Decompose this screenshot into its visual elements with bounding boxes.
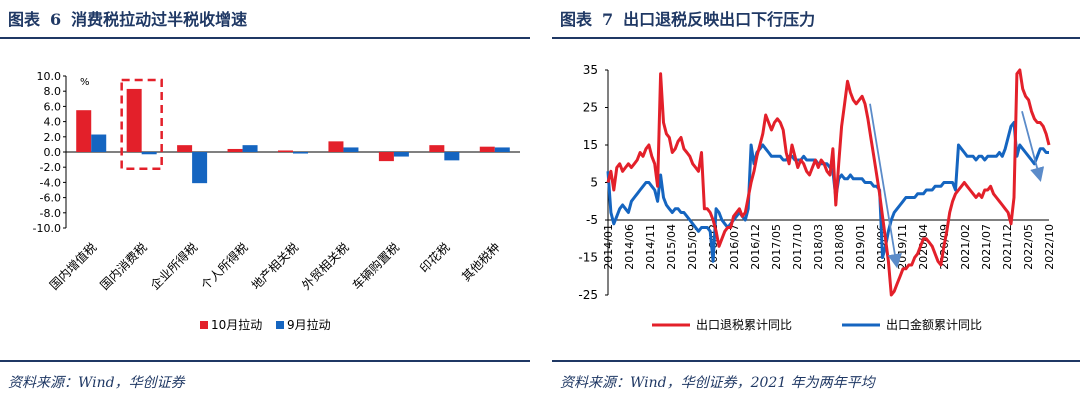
right-title-number: 7	[602, 10, 614, 29]
right-title-divider	[552, 37, 1080, 39]
x-tick-label: 2015/04	[665, 224, 678, 270]
y-tick-label: -4.0	[40, 176, 61, 189]
left-title-divider	[0, 37, 530, 39]
y-tick-label: -8.0	[40, 207, 61, 220]
bar-sep	[444, 152, 460, 161]
right-title-text: 出口退税反映出口下行压力	[623, 10, 816, 29]
line-chart: 35 25 15 5 -5 -15 -25 2014/01 2014/06 2014/11 2015…	[578, 63, 1056, 332]
legend-label: 9月拉动	[287, 317, 331, 332]
bar-sep	[393, 152, 409, 157]
y-tick-label: 5	[590, 176, 598, 190]
right-title-prefix: 图表	[560, 10, 593, 29]
x-tick-label: 2019/01	[854, 224, 867, 270]
right-chart-title: 图表 7 出口退税反映出口下行压力	[560, 6, 825, 30]
category-label: 其他税种	[459, 240, 503, 284]
x-tick-label: 2017/05	[770, 224, 783, 270]
category-label: 外贸相关税	[299, 240, 351, 292]
category-label: 国内消费税	[97, 240, 149, 292]
trend-arrow-2019	[869, 103, 902, 269]
x-tick-label: 2014/11	[644, 224, 657, 270]
bar-oct	[227, 148, 243, 152]
bar-oct	[177, 145, 193, 152]
right-chart-panel: 图表 7 出口退税反映出口下行压力 35 25 15 5 -5 -15 -25 2014/01 20…	[552, 0, 1080, 401]
bar-oct	[76, 110, 92, 152]
x-tick-label: 2015/09	[686, 224, 699, 270]
right-source-divider	[552, 360, 1080, 362]
highlight-box	[120, 78, 163, 170]
series-line-export-value	[606, 121, 1049, 263]
x-tick-label: 2022/10	[1043, 224, 1056, 270]
right-source-note: 资料来源：Wind，华创证券，2021 年为两年平均	[560, 375, 875, 391]
y-tick-label: -5	[586, 213, 598, 227]
unit-label: %	[80, 77, 90, 88]
y-tick-label: 35	[583, 63, 598, 77]
category-label: 企业所得税	[147, 240, 200, 293]
bar-sep	[91, 134, 107, 152]
y-tick-label: 25	[583, 101, 598, 115]
x-tick-label: 2022/05	[1022, 224, 1035, 270]
left-source-note: 资料来源：Wind，华创证券	[8, 375, 185, 391]
left-title-number: 6	[50, 10, 62, 29]
bar-oct	[378, 152, 394, 162]
left-title-text: 消费税拉动过半税收增速	[71, 10, 248, 29]
bar-sep	[293, 152, 308, 154]
category-label: 个人所得税	[198, 240, 251, 293]
category-label: 印花税	[416, 240, 452, 276]
y-tick-label: 6.0	[44, 100, 62, 113]
category-label: 国内增值税	[46, 240, 99, 293]
x-tick-label: 2020/04	[917, 224, 930, 270]
bar-sep	[494, 147, 510, 152]
category-label: 地产相关税	[249, 240, 301, 292]
legend-label: 10月拉动	[211, 317, 262, 332]
series-line-export-tax-rebate	[606, 68, 1051, 297]
x-tick-label: 2021/07	[980, 224, 993, 270]
x-tick-label: 2021/02	[959, 224, 972, 270]
x-tick-label: 2018/03	[812, 224, 825, 270]
bar-sep	[242, 145, 258, 152]
bar-chart: 10.0 8.0 6.0 4.0 2.0 0.0 -2.0 -4.0 -6.0 -8.0 -10.0…	[33, 70, 520, 332]
x-tick-label: 2017/10	[791, 224, 804, 270]
left-title-prefix: 图表	[8, 10, 41, 29]
legend-swatch	[276, 321, 284, 329]
y-tick-label: 0.0	[44, 146, 62, 159]
left-chart-title: 图表 6 消费税拉动过半税收增速	[8, 6, 257, 30]
y-tick-label: -10.0	[33, 222, 61, 235]
y-tick-label: 4.0	[44, 116, 62, 129]
x-tick-label: 2014/06	[623, 224, 636, 270]
y-tick-label: 2.0	[44, 131, 62, 144]
bar-oct	[479, 146, 495, 152]
legend-swatch	[200, 321, 208, 329]
bar-oct	[429, 145, 445, 152]
y-tick-label: 8.0	[44, 85, 62, 98]
bar-oct	[278, 150, 293, 152]
y-tick-label: -25	[578, 288, 598, 302]
x-tick-label: 2021/12	[1001, 224, 1014, 270]
bar-sep	[192, 152, 208, 184]
left-source-divider	[0, 360, 530, 362]
trend-arrow-2022	[1021, 111, 1045, 182]
x-tick-label: 2014/01	[602, 224, 615, 270]
y-tick-label: -15	[578, 251, 598, 265]
x-tick-label: 2016/12	[749, 224, 762, 270]
y-tick-label: 15	[583, 138, 598, 152]
legend-label: 出口退税累计同比	[696, 318, 792, 332]
y-tick-label: 10.0	[37, 70, 62, 83]
x-tick-label: 2016/07	[728, 224, 741, 270]
category-label: 车辆购置税	[349, 240, 402, 293]
x-tick-label: 2018/08	[833, 224, 846, 270]
y-tick-label: -6.0	[40, 192, 61, 205]
left-chart-panel: 图表 6 消费税拉动过半税收增速 10.0 8.0 6.0 4.0 2.0 0.0 -2.0 -4…	[0, 0, 530, 401]
x-tick-label: 2019/11	[896, 224, 909, 270]
legend-label: 出口金额累计同比	[886, 317, 982, 332]
bar-oct	[126, 88, 142, 152]
bar-oct	[328, 141, 344, 152]
y-tick-label: -2.0	[40, 161, 61, 174]
bar-sep	[141, 152, 157, 155]
bar-sep	[343, 147, 359, 152]
